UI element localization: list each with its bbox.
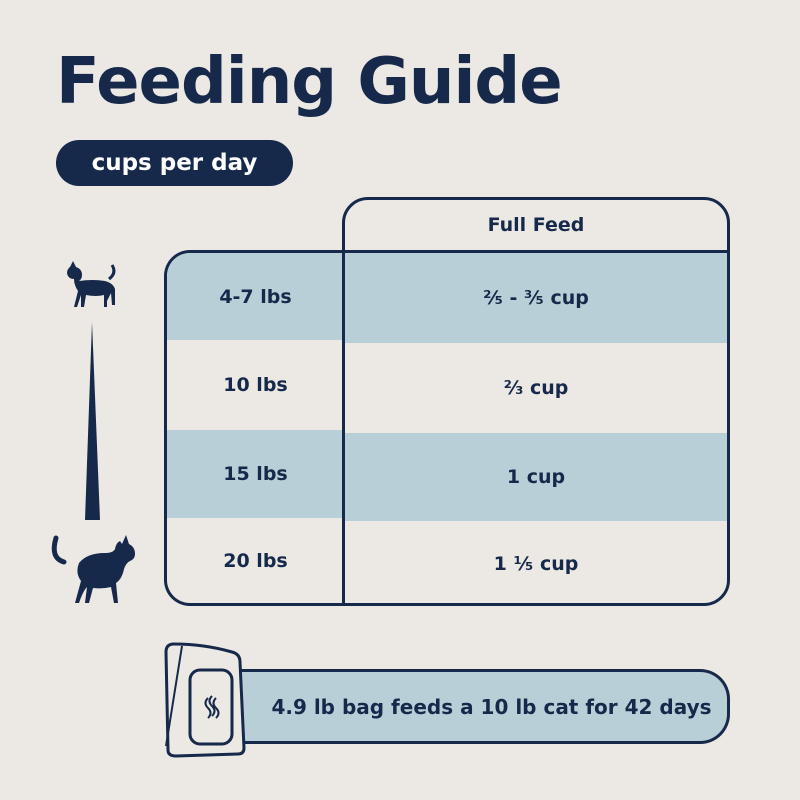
page-title: Feeding Guide <box>56 45 563 119</box>
weight-column: 4-7 lbs 10 lbs 15 lbs 20 lbs <box>164 250 344 606</box>
cat-size-scale <box>51 261 135 603</box>
unit-badge: cups per day <box>56 140 293 186</box>
amount-cell: ²⁄₃ cup <box>503 377 569 399</box>
size-wedge-icon <box>85 322 100 520</box>
large-cat-icon <box>51 535 135 603</box>
weight-cell: 4-7 lbs <box>167 253 344 340</box>
amount-cell: 1 cup <box>345 433 727 521</box>
amount-cell: ²⁄₅ - ³⁄₅ cup <box>345 253 727 343</box>
weight-cell: 20 lbs <box>223 549 288 572</box>
food-bag-icon <box>164 642 246 758</box>
weight-cell: 15 lbs <box>167 430 344 518</box>
column-header: Full Feed <box>345 200 727 253</box>
bag-note-banner: 4.9 lb bag feeds a 10 lb cat for 42 days <box>236 669 730 744</box>
small-cat-icon <box>67 261 116 307</box>
full-feed-column: Full Feed ²⁄₅ - ³⁄₅ cup ²⁄₃ cup 1 cup 1 … <box>342 197 730 606</box>
weight-cell: 10 lbs <box>223 374 288 396</box>
amount-cell: 1 ¹⁄₅ cup <box>493 552 579 575</box>
